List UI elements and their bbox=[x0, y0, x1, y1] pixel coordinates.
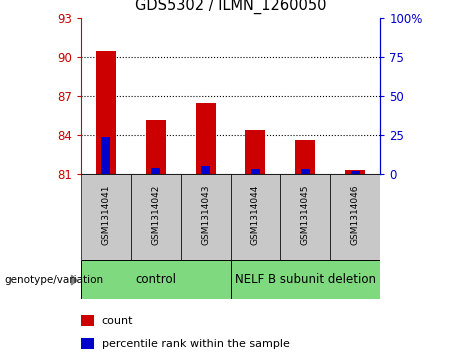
Bar bbox=[195, 103, 216, 174]
Bar bbox=[331, 174, 380, 260]
Bar bbox=[301, 169, 310, 174]
Text: NELF B subunit deletion: NELF B subunit deletion bbox=[235, 273, 376, 286]
Text: GSM1314045: GSM1314045 bbox=[301, 185, 310, 245]
Text: GSM1314046: GSM1314046 bbox=[351, 185, 360, 245]
Bar bbox=[146, 120, 165, 174]
Text: genotype/variation: genotype/variation bbox=[5, 275, 104, 285]
Bar bbox=[96, 51, 116, 174]
Bar bbox=[181, 174, 230, 260]
Bar bbox=[151, 168, 160, 174]
Bar bbox=[81, 174, 130, 260]
Bar bbox=[81, 338, 94, 349]
Bar bbox=[351, 171, 360, 174]
Bar bbox=[130, 174, 181, 260]
Bar bbox=[201, 167, 210, 174]
Text: GSM1314041: GSM1314041 bbox=[101, 185, 110, 245]
Text: percentile rank within the sample: percentile rank within the sample bbox=[101, 339, 290, 348]
Title: GDS5302 / ILMN_1260050: GDS5302 / ILMN_1260050 bbox=[135, 0, 326, 14]
Bar bbox=[81, 315, 94, 326]
Bar bbox=[251, 169, 260, 174]
Bar bbox=[230, 260, 380, 299]
Text: GSM1314042: GSM1314042 bbox=[151, 185, 160, 245]
Bar bbox=[81, 260, 230, 299]
Bar bbox=[245, 130, 266, 174]
Bar bbox=[101, 136, 110, 174]
Text: GSM1314043: GSM1314043 bbox=[201, 185, 210, 245]
Text: GSM1314044: GSM1314044 bbox=[251, 185, 260, 245]
Bar bbox=[296, 140, 315, 174]
Text: control: control bbox=[135, 273, 176, 286]
Bar bbox=[280, 174, 331, 260]
Bar bbox=[345, 170, 365, 174]
Polygon shape bbox=[71, 275, 77, 285]
Bar bbox=[230, 174, 280, 260]
Text: count: count bbox=[101, 316, 133, 326]
